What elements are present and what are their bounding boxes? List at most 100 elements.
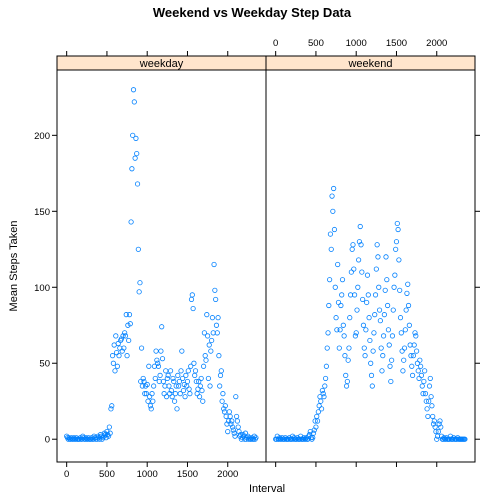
data-point-weekday <box>126 337 132 344</box>
data-point-weekend <box>387 363 393 369</box>
data-point-weekday <box>219 398 225 404</box>
data-point-weekend <box>408 353 414 359</box>
data-point-weekend <box>384 277 390 283</box>
data-point-weekend <box>385 302 391 309</box>
data-point-weekday <box>114 363 121 369</box>
data-point-weekday <box>171 398 178 404</box>
data-point-weekday <box>105 433 112 439</box>
panel-weekend: weekend 0 500 1000 1500 2000 <box>265 38 476 467</box>
data-point-weekend <box>409 372 416 378</box>
data-point-weekday <box>180 387 187 394</box>
data-point-weekday <box>107 430 113 436</box>
x-tick-label: 2000 <box>217 469 238 480</box>
data-point-weekend <box>416 375 422 382</box>
data-point-weekend <box>404 290 410 296</box>
data-point-weekday <box>126 312 133 318</box>
data-point-weekday <box>199 387 205 394</box>
data-point-weekday <box>102 432 108 438</box>
data-point-weekday <box>200 363 207 369</box>
data-point-weekend <box>321 394 327 400</box>
data-point-weekday <box>187 391 193 397</box>
data-point-weekend <box>378 345 384 351</box>
data-point-weekend <box>436 421 442 427</box>
data-point-weekend <box>346 345 352 351</box>
data-point-weekend <box>397 315 404 321</box>
data-point-weekday <box>188 363 194 369</box>
data-point-weekend <box>418 372 425 378</box>
data-point-weekday <box>221 409 228 415</box>
data-point-weekend <box>318 406 325 412</box>
data-point-weekday <box>178 368 184 374</box>
data-point-weekday <box>232 433 238 439</box>
data-point-weekday <box>114 349 120 356</box>
x-tick-label: 2000 <box>426 38 447 49</box>
data-point-weekend <box>396 257 402 263</box>
data-point-weekend <box>426 398 432 404</box>
data-point-weekend <box>431 418 437 424</box>
data-point-weekend <box>380 353 386 359</box>
strip-label-weekend: weekend <box>347 58 392 70</box>
data-point-weekday <box>112 368 118 374</box>
data-point-weekday <box>216 353 222 359</box>
data-point-weekend <box>331 226 338 233</box>
data-point-weekend <box>325 330 331 336</box>
data-point-weekend <box>412 330 418 336</box>
data-point-weekday <box>142 391 148 397</box>
y-tick-label: 200 <box>34 131 50 142</box>
data-point-weekend <box>433 429 439 435</box>
data-point-weekday <box>130 132 136 138</box>
data-point-weekend <box>415 368 421 374</box>
data-point-weekend <box>338 302 344 309</box>
data-point-weekend <box>423 398 429 404</box>
data-point-weekend <box>314 418 321 424</box>
data-point-weekend <box>319 387 325 394</box>
panel-border-weekday <box>56 55 267 463</box>
data-point-weekend <box>327 277 333 283</box>
strip-weekday <box>57 56 266 70</box>
data-point-weekend <box>326 302 332 309</box>
data-point-weekend <box>411 342 417 348</box>
data-point-weekend <box>388 378 394 385</box>
data-point-weekday <box>207 383 213 389</box>
data-point-weekday <box>215 315 221 321</box>
data-point-weekday <box>135 246 141 252</box>
x-tick-label: 500 <box>99 469 115 480</box>
data-point-weekday <box>227 413 233 420</box>
data-point-weekday <box>139 383 145 389</box>
panel-border-weekend <box>265 55 476 463</box>
data-point-weekday <box>228 421 234 427</box>
data-point-weekend <box>391 284 397 290</box>
data-point-weekend <box>351 292 358 298</box>
data-point-weekend <box>360 322 367 328</box>
data-point-weekend <box>359 269 365 275</box>
data-point-weekday <box>145 398 151 404</box>
data-point-weekend <box>316 403 322 409</box>
data-point-weekday <box>229 424 236 430</box>
data-point-weekday <box>205 375 212 382</box>
data-point-weekend <box>377 318 383 324</box>
data-point-weekday <box>130 87 137 93</box>
data-point-weekend <box>340 322 346 328</box>
data-point-weekday <box>209 315 216 321</box>
data-point-weekday <box>175 372 181 378</box>
data-point-weekday <box>182 394 188 400</box>
data-point-weekday <box>226 409 232 415</box>
data-point-weekday <box>153 348 159 354</box>
data-point-weekday <box>172 391 178 397</box>
data-point-weekday <box>198 375 204 382</box>
data-point-weekend <box>413 333 419 339</box>
data-point-weekend <box>348 269 354 275</box>
data-point-weekday <box>206 342 212 348</box>
data-point-weekday <box>118 336 125 342</box>
data-point-weekday <box>159 324 165 330</box>
data-point-weekday <box>214 330 220 336</box>
data-point-weekend <box>427 375 433 382</box>
data-point-weekend <box>324 345 330 351</box>
data-point-weekend <box>403 307 409 313</box>
data-point-weekday <box>205 333 211 339</box>
data-point-weekend <box>392 272 398 278</box>
data-point-weekday <box>121 345 127 351</box>
data-point-weekday <box>155 363 162 369</box>
data-point-weekday <box>128 219 134 225</box>
